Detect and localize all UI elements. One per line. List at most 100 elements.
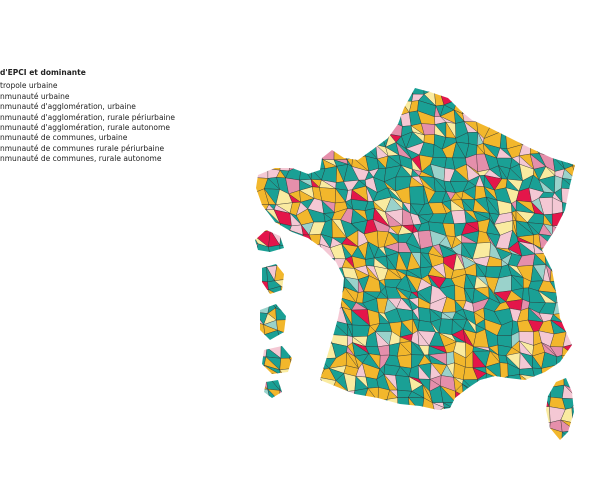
territory [290, 149, 297, 161]
territory [300, 89, 315, 106]
territory [328, 407, 346, 422]
territory [583, 342, 597, 356]
territory [255, 417, 260, 437]
territory [351, 324, 370, 337]
territory [275, 307, 294, 321]
territory [255, 406, 260, 420]
territory [264, 444, 279, 455]
territory [324, 263, 336, 276]
territory [242, 223, 253, 235]
territory [570, 211, 575, 222]
territory [462, 383, 480, 398]
territory [329, 101, 346, 118]
territory [442, 78, 457, 87]
territory [522, 408, 533, 421]
territory [342, 109, 357, 128]
territory [309, 341, 324, 359]
territory [586, 167, 600, 183]
territory [587, 189, 595, 201]
territory [526, 93, 545, 103]
territory [462, 98, 474, 115]
territory [552, 225, 566, 237]
territory [302, 123, 313, 133]
territory [573, 275, 575, 292]
territory [584, 89, 598, 102]
legend-items: tropole urbaine nmunauté urbaine nmunauté … [0, 81, 175, 164]
territory [548, 88, 564, 95]
territory [276, 88, 292, 91]
territory [450, 406, 468, 425]
territory [484, 389, 498, 401]
territory [472, 396, 488, 414]
territory [472, 419, 490, 434]
territory [552, 231, 566, 247]
territory [322, 263, 336, 279]
territory [587, 440, 600, 456]
territory [485, 431, 499, 440]
territory [573, 269, 575, 279]
territory [571, 407, 575, 424]
territory [572, 418, 575, 434]
territory [255, 375, 269, 390]
territory [255, 88, 258, 93]
territory [517, 443, 534, 455]
territory [508, 99, 522, 112]
territory [531, 385, 545, 402]
territory [363, 88, 381, 103]
territory [465, 443, 480, 455]
territory [442, 417, 456, 431]
territory [452, 441, 465, 455]
territory [572, 255, 575, 266]
territory [255, 209, 267, 224]
territory [565, 308, 575, 323]
territory [255, 406, 271, 420]
territory [538, 421, 551, 430]
territory [274, 265, 291, 281]
territory [362, 423, 378, 434]
territory [353, 408, 370, 424]
territory [286, 409, 297, 424]
territory [522, 399, 529, 411]
territory [255, 356, 267, 370]
territory [530, 132, 541, 150]
territory [274, 88, 291, 106]
territory [377, 421, 389, 434]
territory [266, 255, 281, 268]
territory [574, 389, 575, 400]
territory [286, 383, 302, 397]
territory [584, 431, 599, 440]
territory [279, 397, 294, 411]
territory [387, 439, 396, 440]
territory [309, 88, 325, 95]
territory [255, 91, 258, 105]
territory [309, 89, 327, 106]
territory [298, 258, 314, 268]
territory [585, 220, 599, 237]
territory [374, 441, 386, 455]
territory [484, 446, 501, 457]
territory [472, 410, 487, 423]
territory [534, 374, 545, 389]
territory [352, 398, 370, 410]
territory [265, 135, 282, 150]
territory [497, 417, 513, 432]
territory [279, 390, 289, 403]
territory [421, 412, 436, 425]
territory [387, 411, 403, 425]
territory [585, 256, 597, 265]
territory [584, 309, 597, 323]
territory [363, 101, 381, 115]
territory [497, 99, 514, 114]
territory [255, 398, 265, 409]
territory [432, 441, 446, 456]
territory [313, 88, 325, 95]
territory [574, 131, 575, 150]
territory [560, 212, 575, 226]
territory [571, 287, 575, 300]
territory [288, 277, 302, 293]
territory [474, 443, 484, 457]
territory [340, 89, 359, 105]
territory [268, 144, 281, 159]
territory [352, 420, 364, 431]
territory [489, 395, 503, 407]
